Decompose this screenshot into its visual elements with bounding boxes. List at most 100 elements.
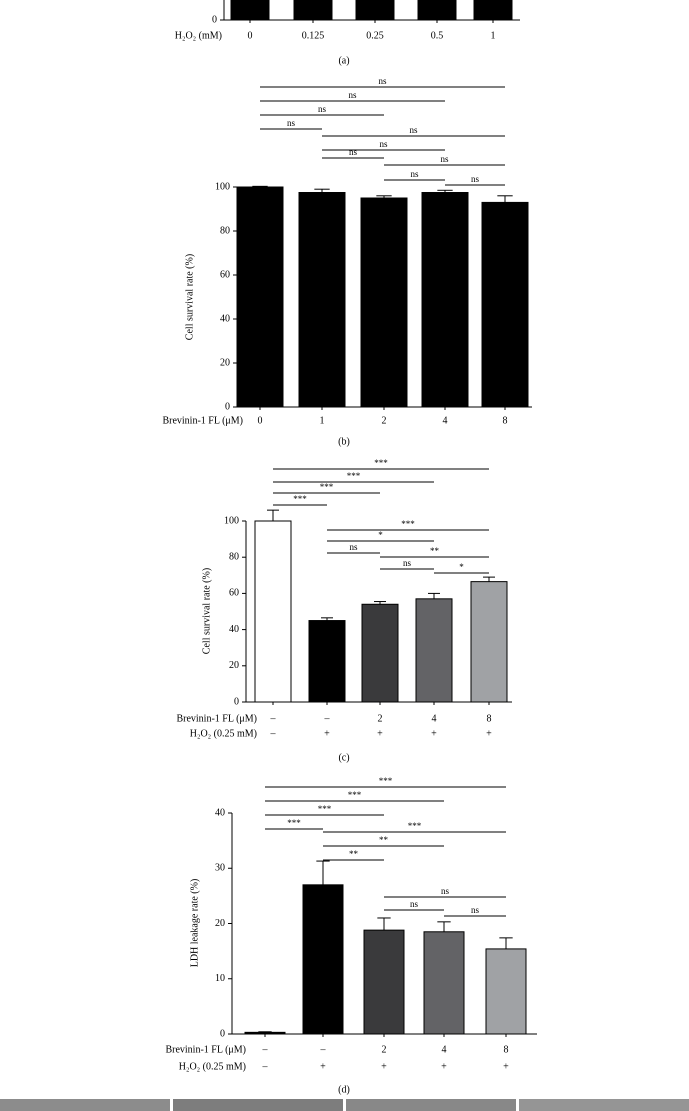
y-tick-label: 0 [220,1028,225,1039]
y-tick-label: 20 [229,660,239,671]
x-row-label: H₂O₂ (0.25 mM) [179,1061,246,1072]
bar [360,197,408,408]
significance-label: ns [348,90,357,100]
error-bar [316,860,330,885]
significance-label: ns [378,76,387,86]
x-tick-label: – [270,713,277,724]
x-tick-label: 2 [382,415,387,426]
x-tick-label: 8 [504,1044,509,1055]
significance-label: *** [293,494,307,504]
micrograph [0,1099,170,1111]
cropped-bar [230,0,270,20]
micrograph [346,1099,516,1111]
significance-label: ** [349,849,359,859]
error-bar [321,617,333,621]
y-tick-label: 0 [234,696,239,707]
significance-label: ns [471,905,480,915]
bar [485,948,527,1035]
bar [308,620,346,703]
significance-label: * [378,530,383,540]
significance-label: *** [320,482,334,492]
x-tick-label: 0.125 [302,30,325,41]
y-tick-label: 10 [215,973,225,984]
significance-label: ns [349,542,358,552]
error-bar [252,185,268,187]
bar [236,186,284,408]
x-tick-label: + [486,728,492,739]
y-tick-label: 20 [215,918,225,929]
significance-label: ns [379,139,388,149]
micrograph-strip [0,1099,689,1111]
cropped-bar [293,0,333,20]
y-tick-label: 40 [215,807,225,818]
x-tick-label: + [431,728,437,739]
cropped-bar [417,0,457,20]
error-bar [437,921,451,932]
significance-label: ns [410,899,419,909]
x-tick-label: 0 [248,30,253,41]
significance-label: *** [374,458,388,468]
y-tick-label: 80 [220,225,230,236]
significance-label: *** [408,821,422,831]
x-tick-label: 4 [442,1044,447,1055]
bar [470,581,508,703]
error-bar [374,601,386,605]
panel-caption: (d) [338,1084,350,1095]
x-tick-label: – [320,1044,327,1055]
bar [363,929,405,1035]
y-tick-label: 0 [212,14,217,25]
x-tick-label: – [324,713,331,724]
significance-label: * [459,562,464,572]
y-tick-label: 30 [215,863,225,874]
x-tick-label: 2 [382,1044,387,1055]
significance-label: ns [440,154,449,164]
panel-caption: (a) [338,55,349,66]
error-bar [376,195,392,198]
x-tick-label: 4 [443,415,448,426]
y-tick-label: 40 [229,624,239,635]
x-tick-label: 0 [258,415,263,426]
y-tick-label: 100 [215,181,230,192]
significance-label: ns [349,147,358,157]
significance-label: *** [318,804,332,814]
error-bar [377,917,391,931]
y-tick-label: 40 [220,313,230,324]
error-bar [499,937,513,949]
error-bar [258,1031,272,1033]
significance-label: ns [403,558,412,568]
y-tick-label: 0 [225,401,230,412]
bar [415,598,453,703]
error-bar [437,189,453,193]
significance-label: *** [347,471,361,481]
x-tick-label: 0.5 [431,30,444,41]
panel-caption: (b) [338,436,350,447]
x-tick-label: + [324,728,330,739]
y-tick-label: 100 [224,515,239,526]
x-tick-label: – [262,1044,269,1055]
significance-label: *** [401,519,415,529]
x-tick-label: 2 [378,713,383,724]
x-tick-label: 8 [487,713,492,724]
error-bar [314,188,330,193]
x-tick-label: + [320,1061,326,1072]
bar [254,520,292,703]
significance-label: *** [287,818,301,828]
x-tick-label: + [377,728,383,739]
y-tick-label: 20 [220,357,230,368]
cropped-bar [473,0,513,20]
y-axis-label: Cell survival rate (%) [184,254,195,340]
x-tick-label: – [262,1061,269,1072]
bar [298,192,346,408]
error-bar [497,195,513,203]
micrograph [173,1099,343,1111]
x-tick-label: 1 [491,30,496,41]
significance-label: ns [441,886,450,896]
x-row-label: Brevinin-1 FL (μM) [162,415,243,426]
significance-label: *** [348,790,362,800]
cropped-bar [355,0,395,20]
significance-label: ** [430,546,440,556]
x-tick-label: – [270,728,277,739]
micrograph [519,1099,689,1111]
x-tick-label: + [441,1061,447,1072]
